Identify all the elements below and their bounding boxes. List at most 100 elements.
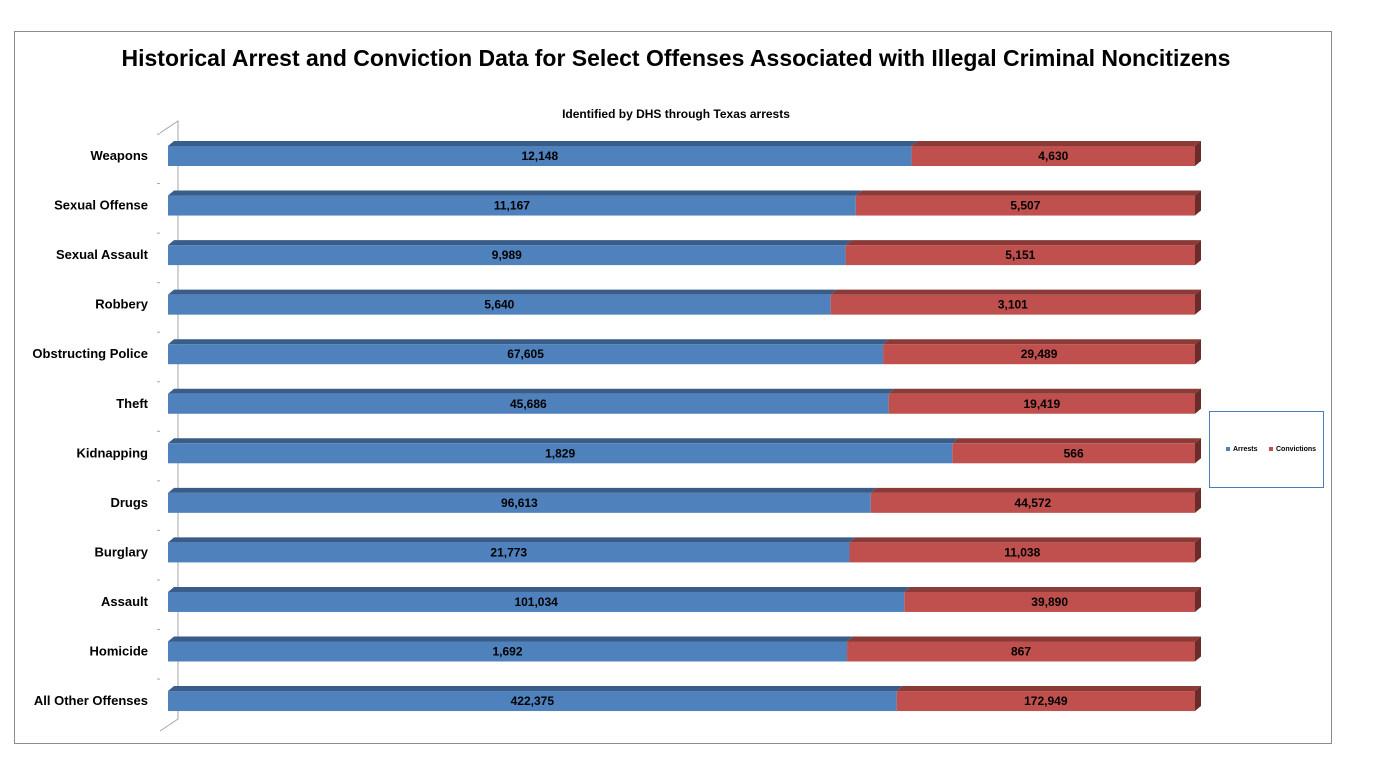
bar-top-convictions-kidnapping — [952, 438, 1201, 444]
bar-convictions-homicide — [847, 641, 1195, 662]
bar-convictions-robbery — [830, 294, 1195, 315]
bar-top-arrests-theft — [168, 388, 895, 394]
bar-arrests-homicide — [168, 641, 848, 662]
bar-side-homicide — [1195, 636, 1201, 662]
data-label-convictions-drugs: 44,572 — [1015, 496, 1052, 510]
bar-top-arrests-kidnapping — [168, 438, 959, 444]
bar-top-convictions-assault — [904, 586, 1201, 592]
bar-side-robbery — [1195, 289, 1201, 315]
data-label-arrests-obstructing-police: 67,605 — [507, 347, 544, 361]
bar-top-arrests-sexual-offense — [168, 190, 862, 196]
bar-side-assault — [1195, 586, 1201, 612]
chart-subtitle: Identified by DHS through Texas arrests — [562, 107, 790, 121]
data-label-arrests-theft: 45,686 — [510, 397, 547, 411]
bar-top-arrests-all-other-offenses — [168, 686, 903, 692]
bar-top-convictions-burglary — [849, 537, 1201, 543]
data-label-arrests-sexual-offense: 11,167 — [494, 199, 530, 213]
bar-side-all-other-offenses — [1195, 686, 1201, 712]
bar-side-sexual-offense — [1195, 190, 1201, 216]
data-label-convictions-homicide: 867 — [1011, 645, 1031, 659]
data-label-arrests-burglary: 21,773 — [490, 545, 527, 559]
bar-side-drugs — [1195, 487, 1201, 513]
bar-arrests-assault — [168, 591, 905, 612]
bar-side-weapons — [1195, 141, 1201, 166]
data-label-convictions-burglary: 11,038 — [1004, 545, 1040, 559]
category-label-theft: Theft — [116, 396, 148, 411]
bar-side-kidnapping — [1195, 438, 1201, 464]
bar-convictions-obstructing-police — [883, 344, 1195, 365]
bar-convictions-all-other-offenses — [896, 691, 1195, 712]
bar-convictions-sexual-offense — [855, 195, 1195, 216]
category-label-drugs: Drugs — [110, 495, 148, 510]
bar-arrests-drugs — [168, 492, 871, 513]
bar-convictions-kidnapping — [952, 443, 1195, 464]
bar-arrests-kidnapping — [168, 443, 953, 464]
bar-top-arrests-weapons — [168, 141, 918, 146]
bar-arrests-all-other-offenses — [168, 691, 897, 712]
bar-side-obstructing-police — [1195, 339, 1201, 365]
data-label-convictions-kidnapping: 566 — [1064, 446, 1084, 460]
data-label-convictions-all-other-offenses: 172,949 — [1024, 694, 1068, 708]
data-label-convictions-theft: 19,419 — [1023, 397, 1060, 411]
category-label-sexual-offense: Sexual Offense — [54, 198, 148, 213]
bar-top-arrests-drugs — [168, 487, 877, 493]
legend-label-arrests: Arrests — [1233, 446, 1258, 453]
bar-convictions-sexual-assault — [845, 245, 1195, 266]
bar-convictions-drugs — [870, 492, 1195, 513]
data-label-convictions-sexual-assault: 5,151 — [1005, 248, 1035, 262]
data-label-arrests-sexual-assault: 9,989 — [492, 248, 522, 262]
legend-swatch-convictions — [1269, 447, 1273, 452]
data-label-arrests-weapons: 12,148 — [521, 149, 558, 163]
axis-wall — [159, 120, 179, 732]
bar-side-burglary — [1195, 537, 1201, 563]
bar-top-convictions-obstructing-police — [883, 339, 1201, 345]
data-label-convictions-weapons: 4,630 — [1038, 149, 1068, 163]
category-label-weapons: Weapons — [90, 148, 148, 163]
bar-top-arrests-homicide — [168, 636, 854, 642]
bar-top-convictions-all-other-offenses — [896, 686, 1201, 692]
data-label-arrests-drugs: 96,613 — [501, 496, 538, 510]
category-label-obstructing-police: Obstructing Police — [32, 346, 148, 361]
legend-item-arrests: Arrests — [1226, 446, 1258, 453]
bar-top-convictions-sexual-offense — [855, 190, 1201, 196]
bar-convictions-assault — [904, 591, 1195, 612]
data-label-arrests-homicide: 1,692 — [493, 645, 523, 659]
bar-top-convictions-drugs — [870, 487, 1201, 493]
bar-top-convictions-homicide — [847, 636, 1201, 642]
legend-item-convictions: Convictions — [1269, 446, 1316, 453]
data-label-arrests-assault: 101,034 — [514, 595, 558, 609]
data-label-convictions-assault: 39,890 — [1031, 595, 1068, 609]
bar-arrests-sexual-offense — [168, 195, 856, 216]
data-label-arrests-robbery: 5,640 — [484, 298, 514, 312]
data-label-convictions-sexual-offense: 5,507 — [1010, 199, 1040, 213]
bar-top-arrests-robbery — [168, 289, 837, 295]
category-label-homicide: Homicide — [89, 644, 148, 659]
bar-convictions-weapons — [911, 146, 1195, 166]
bar-top-arrests-assault — [168, 586, 911, 592]
category-label-burglary: Burglary — [95, 544, 149, 559]
bar-arrests-robbery — [168, 294, 831, 315]
data-label-arrests-all-other-offenses: 422,375 — [511, 694, 555, 708]
category-label-robbery: Robbery — [95, 297, 149, 312]
bar-top-convictions-robbery — [830, 289, 1201, 295]
data-label-convictions-robbery: 3,101 — [998, 298, 1028, 312]
bar-top-arrests-sexual-assault — [168, 240, 852, 246]
data-label-arrests-kidnapping: 1,829 — [545, 446, 575, 460]
bar-top-arrests-obstructing-police — [168, 339, 890, 345]
data-label-convictions-obstructing-police: 29,489 — [1021, 347, 1058, 361]
bar-arrests-burglary — [168, 542, 850, 563]
bar-top-convictions-theft — [888, 388, 1201, 394]
chart-title: Historical Arrest and Conviction Data fo… — [121, 45, 1231, 71]
category-label-kidnapping: Kidnapping — [77, 445, 149, 460]
bar-side-theft — [1195, 388, 1201, 414]
bar-side-sexual-assault — [1195, 240, 1201, 266]
bar-top-convictions-sexual-assault — [845, 240, 1201, 246]
bar-arrests-obstructing-police — [168, 344, 884, 365]
bar-arrests-sexual-assault — [168, 245, 846, 266]
category-label-sexual-assault: Sexual Assault — [56, 247, 149, 262]
bar-top-arrests-burglary — [168, 537, 856, 543]
legend: Arrests Convictions — [1209, 411, 1324, 488]
bar-top-convictions-weapons — [911, 141, 1201, 146]
category-label-assault: Assault — [101, 594, 149, 609]
